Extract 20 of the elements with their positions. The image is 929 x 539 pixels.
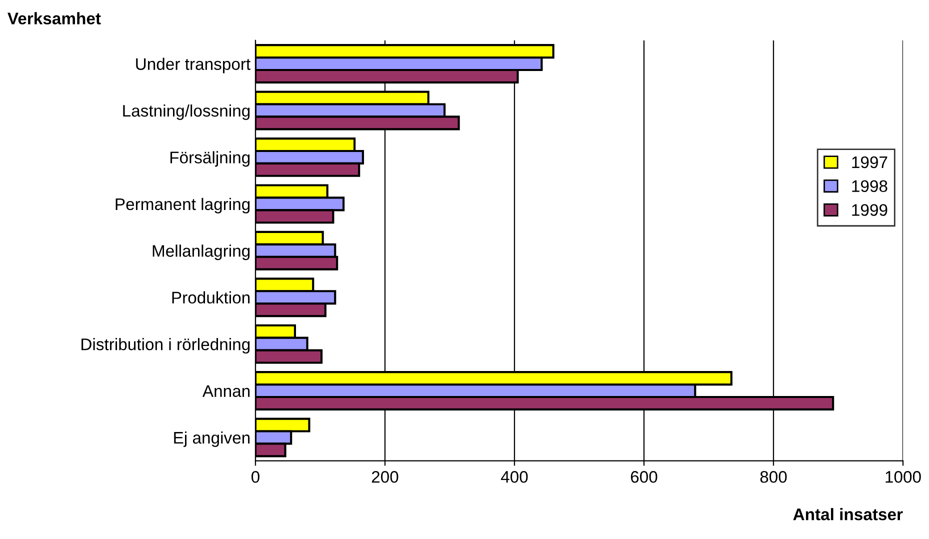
y-tick-label: Under transport	[136, 58, 250, 74]
y-tick-label: Lastning/lossning	[123, 104, 250, 120]
y-tick-label: Mellanlagring	[152, 244, 250, 260]
y-tick-label: Ej angiven	[174, 431, 250, 447]
x-tick-label: 600	[630, 471, 658, 483]
legend-label: 1999	[852, 204, 888, 216]
x-tick-label: 1000	[886, 471, 921, 483]
x-tick-label: 800	[760, 471, 787, 483]
x-tick-label: 400	[500, 471, 528, 483]
y-axis-title: Verksamhet	[8, 12, 101, 24]
y-tick-label: Distribution i rörledning	[82, 338, 250, 354]
y-tick-label: Annan	[202, 385, 250, 397]
y-tick-label: Permanent lagring	[116, 198, 250, 214]
legend-label: 1997	[852, 156, 888, 168]
x-tick-label: 0	[251, 471, 260, 483]
x-axis-title: Antal insatser	[793, 508, 903, 520]
y-tick-label: Försäljning	[170, 151, 250, 167]
y-tick-label: Produktion	[172, 291, 250, 304]
x-tick-label: 200	[372, 471, 398, 483]
legend-label: 1998	[852, 180, 888, 192]
